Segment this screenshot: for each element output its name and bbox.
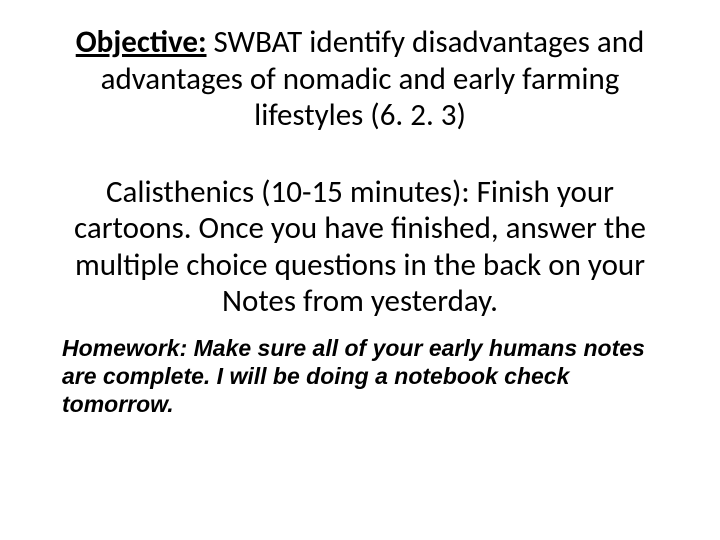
objective-block: Objective: SWBAT identify disadvantages … — [50, 24, 670, 134]
objective-label: Objective: — [76, 23, 207, 61]
calisthenics-text: Calisthenics (10-15 minutes): Finish you… — [50, 174, 670, 320]
homework-text: Homework: Make sure all of your early hu… — [50, 334, 670, 418]
slide-container: Objective: SWBAT identify disadvantages … — [0, 0, 720, 540]
